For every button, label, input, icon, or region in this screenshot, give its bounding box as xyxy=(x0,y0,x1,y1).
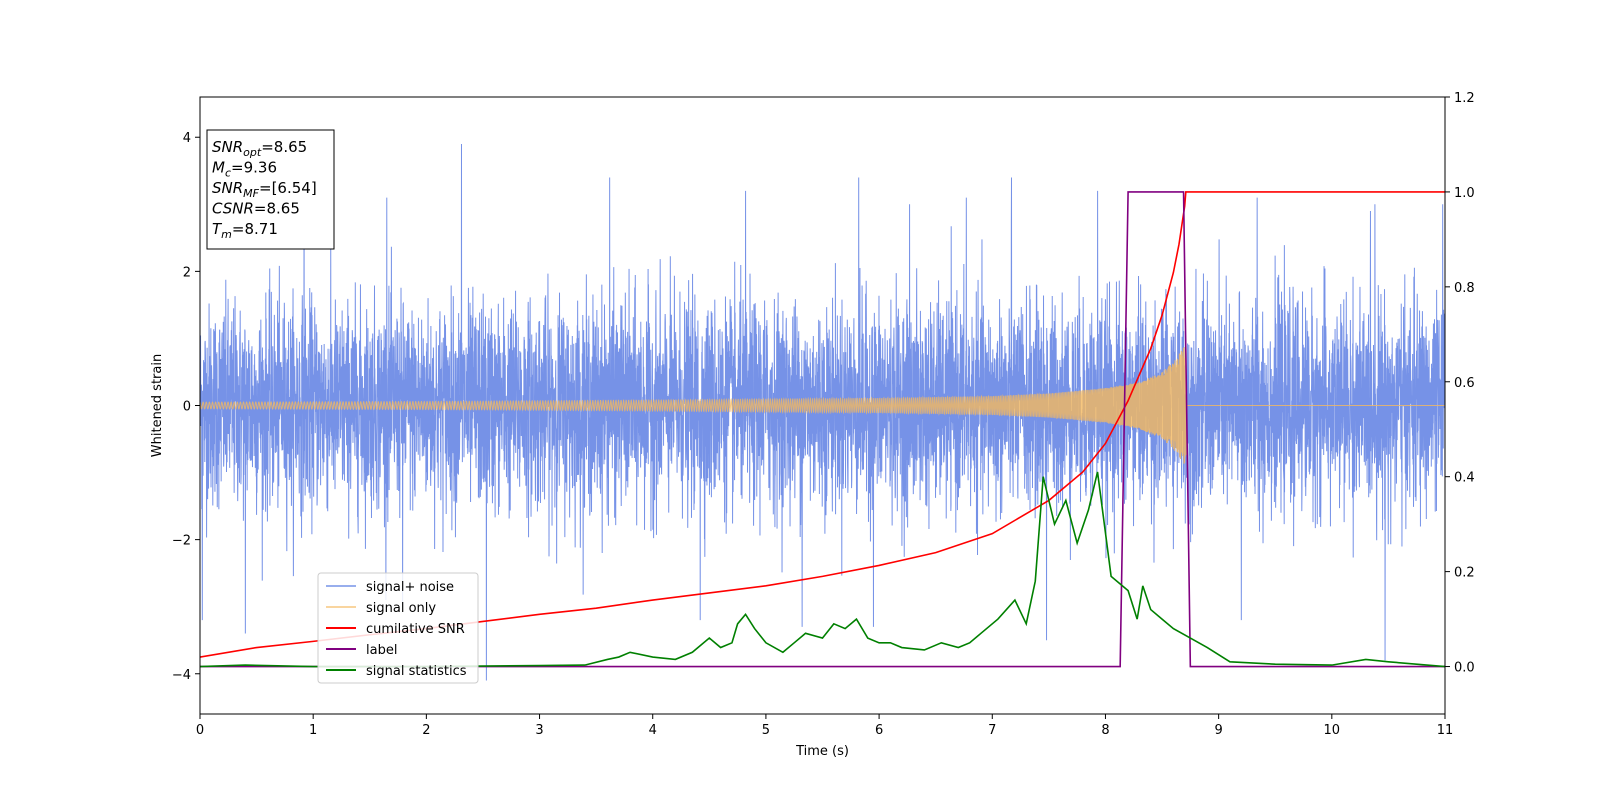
y2-tick-label: 0.4 xyxy=(1454,471,1475,486)
x-tick-label: 0 xyxy=(196,723,204,738)
y-axis-right: 0.0 0.2 0.4 0.6 0.8 1.0 1.2 xyxy=(1445,91,1475,676)
x-axis: 0 1 2 3 4 5 6 7 8 9 10 11 xyxy=(196,714,1453,738)
x-tick-label: 3 xyxy=(535,723,543,738)
y-tick-label: −2 xyxy=(172,534,191,549)
annotation-line: SNRMF=[6.54] xyxy=(212,179,317,200)
series-label xyxy=(200,191,1445,668)
annotation-line: SNRopt=8.65 xyxy=(212,138,307,159)
x-tick-label: 5 xyxy=(762,723,770,738)
annotation-line: Mc=9.36 xyxy=(212,159,277,180)
legend-entry: label xyxy=(366,643,397,658)
legend: signal+ noise signal only cumilative SNR la… xyxy=(317,572,479,684)
series-signal-statistics xyxy=(200,471,1445,668)
y-tick-label: 2 xyxy=(183,265,191,280)
x-tick-label: 9 xyxy=(1214,723,1222,738)
y-axis-left: −4 −2 0 2 4 xyxy=(172,131,200,683)
y-tick-label: 4 xyxy=(183,131,191,146)
legend-entry: signal statistics xyxy=(366,664,467,679)
x-tick-label: 4 xyxy=(649,723,657,738)
x-tick-label: 7 xyxy=(988,723,996,738)
x-axis-label: Time (s) xyxy=(795,744,849,759)
annotation-line: Tm=8.71 xyxy=(212,220,278,241)
y2-tick-label: 0.8 xyxy=(1454,281,1475,296)
y2-tick-label: 0.0 xyxy=(1454,661,1475,676)
x-tick-label: 6 xyxy=(875,723,883,738)
legend-entry: signal only xyxy=(366,601,436,616)
series-signal-noise xyxy=(200,130,1445,681)
legend-entry: cumilative SNR xyxy=(366,622,465,637)
annotation-line: CSNR=8.65 xyxy=(212,200,300,218)
y-tick-label: 0 xyxy=(183,400,191,415)
x-tick-label: 2 xyxy=(422,723,430,738)
y2-tick-label: 0.2 xyxy=(1454,566,1475,581)
x-tick-label: 1 xyxy=(309,723,317,738)
series-signal-only xyxy=(200,347,1445,464)
x-tick-label: 10 xyxy=(1324,723,1341,738)
y2-tick-label: 0.6 xyxy=(1454,376,1475,391)
y2-tick-label: 1.2 xyxy=(1454,91,1475,106)
y-tick-label: −4 xyxy=(172,668,191,683)
x-tick-label: 11 xyxy=(1437,723,1454,738)
legend-entry: signal+ noise xyxy=(366,580,454,595)
y-axis-label: Whitened strain xyxy=(150,354,165,457)
x-tick-label: 8 xyxy=(1101,723,1109,738)
y2-tick-label: 1.0 xyxy=(1454,186,1475,201)
